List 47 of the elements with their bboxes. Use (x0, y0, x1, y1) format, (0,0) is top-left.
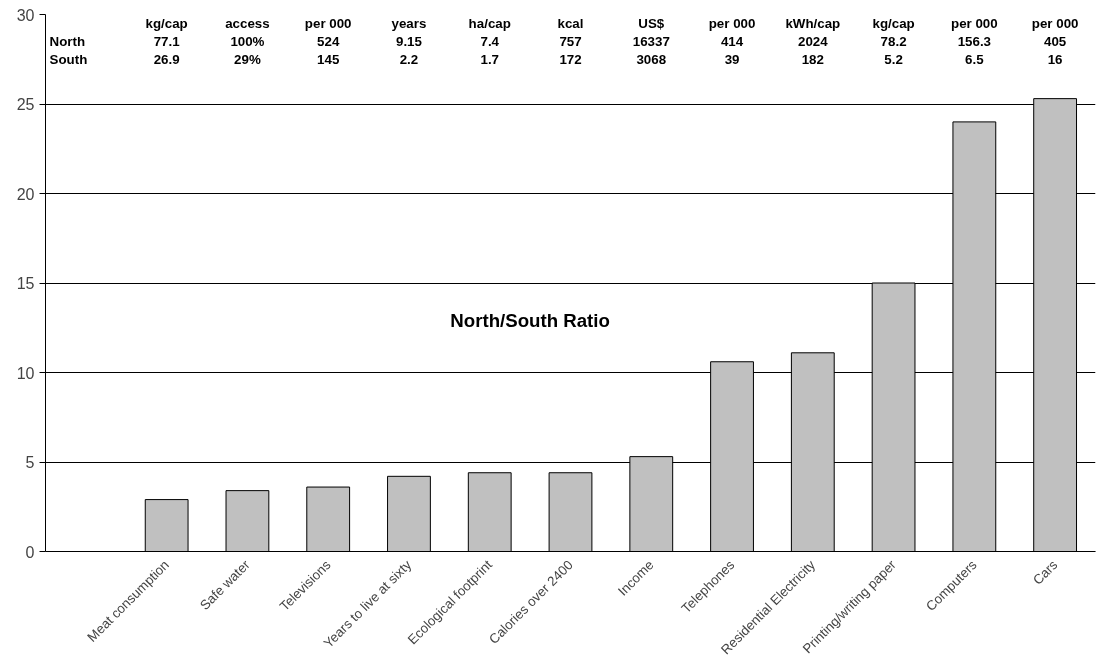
annotation: 16337 (632, 33, 670, 49)
x-tick-label: Cars (1029, 556, 1061, 588)
annotation: 524 (317, 33, 340, 49)
y-tick-label: 5 (25, 454, 35, 471)
annotation: 2.2 (399, 51, 419, 67)
annotation: 26.9 (153, 51, 180, 67)
annotation: ha/cap (468, 15, 511, 31)
annotation: 145 (317, 51, 340, 67)
annotation: 77.1 (153, 33, 181, 49)
y-tick-label: 10 (16, 364, 35, 382)
y-tick-label: 20 (16, 185, 35, 203)
annotation: 405 (1044, 33, 1067, 49)
annotation: per 000 (304, 15, 352, 31)
annotation: 2024 (797, 33, 829, 49)
annotation: access (225, 15, 270, 31)
annotation: 29% (234, 51, 261, 67)
y-tick-label: 30 (16, 6, 35, 24)
annotation: 5.2 (884, 51, 903, 67)
annotation: 100% (230, 33, 265, 49)
annotation: per 000 (1031, 15, 1079, 31)
annotation: US$ (638, 15, 665, 31)
annotation: per 000 (708, 15, 756, 31)
annotation: 7.4 (480, 33, 500, 49)
annotation: 3068 (636, 51, 667, 67)
y-tick-label: 25 (16, 96, 35, 113)
y-tick-label: 15 (16, 275, 35, 292)
annotation: South (49, 51, 88, 67)
annotation: 172 (559, 51, 582, 67)
annotation: per 000 (951, 15, 998, 31)
annotation: 414 (720, 33, 744, 49)
annotation: kcal (557, 15, 584, 31)
annotation: 78.2 (880, 33, 907, 49)
annotation: 1.7 (480, 51, 499, 67)
annotation: 182 (801, 51, 824, 67)
annotation: kWh/cap (785, 15, 841, 31)
annotation: 16 (1047, 51, 1063, 67)
annotation: kg/cap (145, 15, 188, 31)
annotation: North (49, 33, 86, 49)
text: North/South Ratio (450, 310, 610, 332)
annotation: 9.15 (395, 33, 423, 49)
annotation: 156.3 (957, 33, 992, 49)
annotation: 757 (559, 33, 582, 49)
annotation: kg/cap (872, 15, 915, 31)
annotation: 39 (724, 51, 740, 67)
annotation: years (391, 15, 427, 31)
annotation: 6.5 (965, 51, 985, 67)
y-tick-label: 0 (25, 543, 35, 561)
